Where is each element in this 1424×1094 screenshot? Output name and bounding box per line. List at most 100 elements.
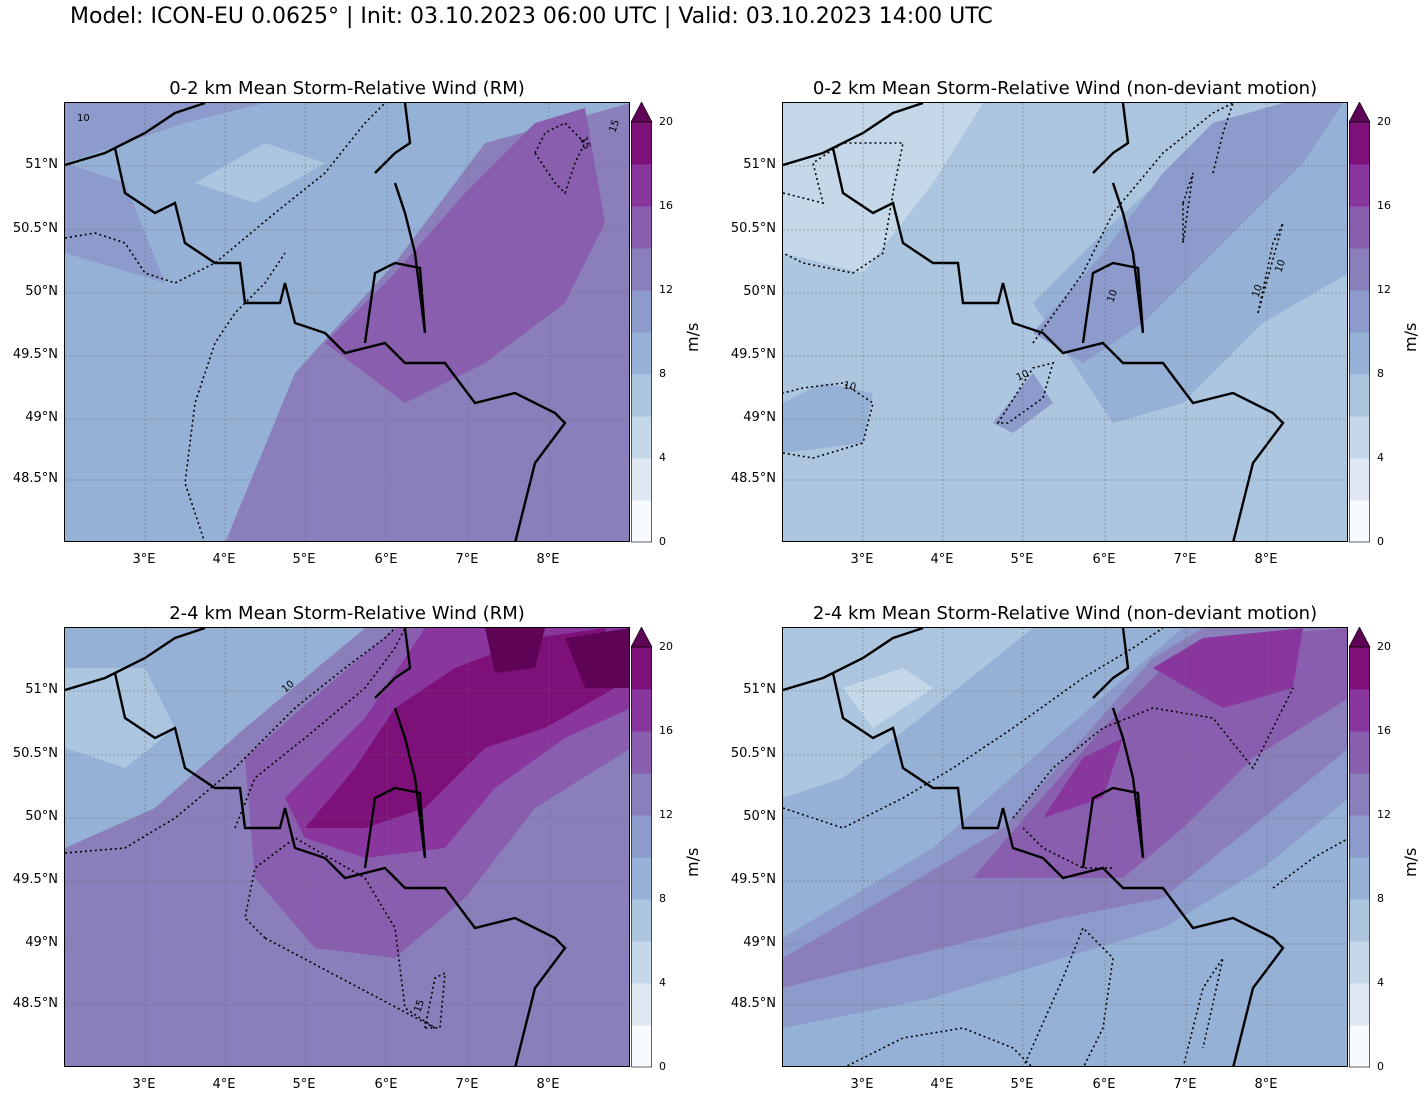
colorbar-segment [1349, 206, 1370, 249]
contour-label: 10 [1105, 288, 1120, 304]
contour-label: 15 [607, 118, 622, 134]
longitude-tick-label: 8°E [536, 552, 560, 567]
contour-line-15 [234, 628, 436, 1029]
colorbar-tick-label: 16 [659, 199, 673, 212]
colorbar-segment [1349, 248, 1370, 291]
colorbar-segment [1349, 1025, 1370, 1068]
colorbar [631, 102, 653, 543]
longitude-tick-label: 3°E [850, 552, 874, 567]
colorbar-frame [631, 121, 652, 543]
contour-line-10b [845, 838, 1347, 1066]
field-contour-10 [65, 103, 265, 163]
colorbar-extend-arrow [1349, 102, 1371, 123]
colorbar [1349, 102, 1371, 543]
latitude-tick-label: 49.5°N [730, 872, 776, 887]
colorbar [631, 627, 653, 1068]
contour-label: 15 [577, 135, 592, 151]
contour-line-10b [783, 382, 874, 459]
colorbar-tick-label: 20 [659, 640, 673, 653]
latitude-tick-label: 48.5°N [12, 471, 58, 486]
contour-label: 10 [842, 380, 856, 393]
colorbar-segment [631, 206, 652, 249]
colorbar-segment [1349, 374, 1370, 417]
colorbar-segment [631, 857, 652, 900]
longitude-tick-label: 8°E [1254, 1077, 1278, 1092]
colorbar-segment [1349, 941, 1370, 984]
figure-title: Model: ICON-EU 0.0625° | Init: 03.10.202… [70, 4, 993, 29]
latitude-tick-label: 49°N [743, 410, 776, 425]
latitude-tick-label: 50°N [743, 809, 776, 824]
field-contour-8 [783, 628, 1033, 798]
colorbar-segment [1349, 815, 1370, 858]
colorbar-frame [631, 646, 652, 1068]
colorbar-tick-label: 0 [1377, 535, 1384, 548]
colorbar-segment [631, 647, 652, 690]
colorbar-segment [1349, 983, 1370, 1026]
map-panel-nd-2-4km [782, 627, 1348, 1067]
longitude-tick-label: 3°E [132, 552, 156, 567]
contour-label: 10 [77, 113, 90, 124]
colorbar-extend-arrow [1349, 627, 1371, 648]
colorbar-unit-label: m/s [683, 847, 702, 877]
longitude-tick-label: 5°E [1010, 1077, 1034, 1092]
colorbar-segment [1349, 332, 1370, 375]
longitude-tick-label: 6°E [374, 552, 398, 567]
colorbar-extend-arrow [631, 627, 653, 648]
colorbar-segment [1349, 689, 1370, 732]
map-panel-nd-0-2km: 10 10 10 10 10 [782, 102, 1348, 542]
contour-label: 10 [1250, 283, 1265, 299]
longitude-tick-label: 3°E [850, 1077, 874, 1092]
colorbar-segment [1349, 899, 1370, 942]
colorbar-extend-arrow [631, 102, 653, 123]
colorbar-tick-label: 8 [659, 367, 666, 380]
colorbar-segment [631, 290, 652, 333]
colorbar-segment [1349, 731, 1370, 774]
colorbar-tick-label: 8 [1377, 367, 1384, 380]
colorbar-segment [631, 122, 652, 165]
latitude-tick-label: 48.5°N [12, 996, 58, 1011]
colorbar-segment [631, 458, 652, 501]
latitude-tick-label: 49.5°N [12, 347, 58, 362]
field-contour-8 [195, 143, 325, 203]
colorbar-segment [631, 164, 652, 207]
field-contour-18 [305, 628, 615, 828]
colorbar-tick-label: 0 [1377, 1060, 1384, 1073]
longitude-tick-label: 7°E [455, 1077, 479, 1092]
gridlines [65, 103, 629, 541]
colorbar-tick-label: 4 [1377, 451, 1384, 464]
field-contour-8 [65, 668, 175, 768]
latitude-tick-label: 51°N [25, 157, 58, 172]
latitude-tick-label: 49°N [743, 935, 776, 950]
colorbar-tick-label: 4 [659, 976, 666, 989]
contour-line-10 [783, 628, 1164, 829]
colorbar-segment [1349, 416, 1370, 459]
colorbar-tick-label: 16 [1377, 199, 1391, 212]
longitude-tick-label: 6°E [1092, 552, 1116, 567]
panel-title: 0-2 km Mean Storm-Relative Wind (RM) [169, 78, 525, 99]
latitude-tick-label: 50.5°N [12, 221, 58, 236]
colorbar-segment [631, 815, 652, 858]
latitude-tick-label: 50°N [743, 284, 776, 299]
field-contour-17 [1043, 628, 1303, 818]
panel-title: 2-4 km Mean Storm-Relative Wind (RM) [169, 603, 525, 624]
latitude-tick-label: 49°N [25, 935, 58, 950]
colorbar-segment [1349, 857, 1370, 900]
colorbar-tick-label: 12 [1377, 808, 1391, 821]
latitude-tick-label: 50°N [25, 809, 58, 824]
colorbar-segment [631, 731, 652, 774]
colorbar-segment [1349, 647, 1370, 690]
colorbar-tick-label: 20 [1377, 115, 1391, 128]
latitude-tick-label: 51°N [25, 682, 58, 697]
longitude-tick-label: 4°E [930, 1077, 954, 1092]
colorbar-unit-label: m/s [1401, 847, 1420, 877]
contour-label: 15 [412, 998, 427, 1014]
contour-label: 10 [1015, 368, 1031, 383]
field-contour-6 [783, 103, 983, 273]
colorbar-tick-label: 0 [659, 535, 666, 548]
latitude-tick-label: 50.5°N [12, 746, 58, 761]
colorbar-tick-label: 8 [1377, 892, 1384, 905]
contour-line-10d [1032, 103, 1284, 344]
colorbar-unit-label: m/s [1401, 322, 1420, 352]
colorbar-segment [631, 374, 652, 417]
longitude-tick-label: 5°E [292, 552, 316, 567]
